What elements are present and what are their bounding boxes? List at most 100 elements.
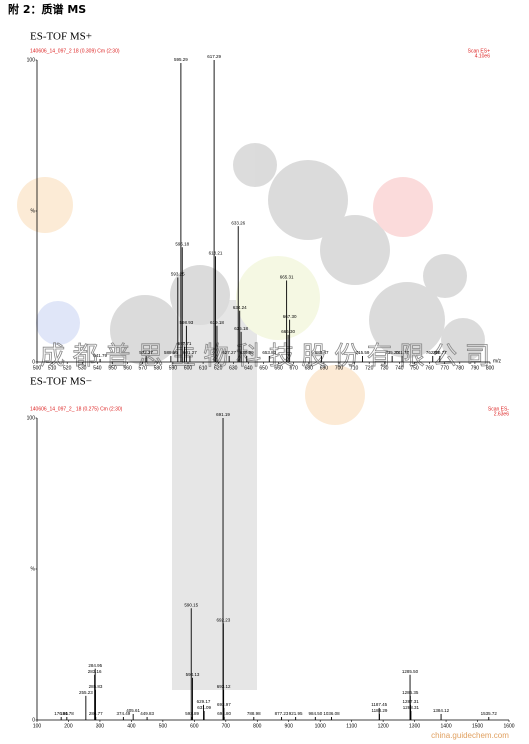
x-tick-label: 640 [244,365,253,371]
x-tick-label: 780 [456,365,465,371]
y-tick-label: % [31,566,36,572]
x-tick-label: 900 [285,723,294,729]
peak-label: 631.09 [197,705,211,710]
peak-label: 1187.45 [371,702,387,707]
x-tick-label: 300 [96,723,105,729]
peak-label: 1286.35 [402,690,419,695]
peak-label: 1285.50 [402,669,419,674]
logo-dot [170,265,230,325]
peak-label: 374.49 [116,711,130,716]
peak-label: 1535.72 [481,711,498,716]
peak-label: 597.71 [178,341,192,346]
peak-label: 598.93 [180,320,194,325]
y-tick-label: 0 [32,359,35,365]
peak-label: 588.66 [164,350,178,355]
peak-label: 638.89 [240,350,254,355]
peak-label: 593.25 [171,272,185,277]
x-tick-label: 750 [410,365,419,371]
logo-dot [441,318,485,362]
peak-label: 735.20 [385,350,399,355]
peak-label: 691.19 [216,412,230,417]
peak-label: 665.31 [280,275,294,280]
logo-dot [110,295,180,365]
logo-dot [236,256,320,340]
x-tick-label: 510 [48,365,57,371]
peak-label: 595.29 [174,57,188,62]
peak-label: 617.29 [207,54,221,59]
peak-label: 1188.29 [371,708,387,713]
peak-label: 627.27 [222,350,236,355]
scan-mode: Scan ES+ [468,48,490,54]
peak-label: 285.83 [89,684,103,689]
logo-dot [423,254,467,298]
x-tick-label: 600 [190,723,199,729]
run-info: 140606_14_097_2_ 18 (0.275) Cm (2:30) [30,406,123,412]
peak-label: 194.78 [60,711,74,716]
y-tick-label: % [31,208,36,214]
x-tick-label: 400 [127,723,136,729]
x-tick-label: 600 [184,365,193,371]
x-tick-label: 690 [320,365,329,371]
x-tick-label: 710 [350,365,359,371]
intensity: 2.63e6 [494,411,510,417]
x-tick-label: 500 [33,365,42,371]
x-tick-label: 740 [395,365,404,371]
x-tick-label: 580 [154,365,163,371]
peak-label: 692.23 [216,618,230,623]
peak-label: 694.80 [217,711,231,716]
peak-label: 741.77 [395,350,409,355]
intensity: 4.10e6 [475,53,491,59]
run-info: 140606_14_097_2 18 (0.309) Cm (2:30) [30,48,120,54]
x-tick-label: 540 [93,365,102,371]
x-tick-label: 100 [33,723,42,729]
peak-label: 449.83 [140,711,154,716]
chart-title: ES-TOF MS− [30,376,92,388]
x-axis-label: m/z [493,358,502,364]
peak-label: 984.50 [308,711,322,716]
x-tick-label: 200 [64,723,73,729]
peak-label: 596.18 [175,241,189,246]
x-tick-label: 520 [63,365,72,371]
peak-label: 1036.08 [323,711,340,716]
peak-label: 788.98 [247,711,261,716]
peak-label: 921.95 [289,711,303,716]
peak-label: 653.83 [262,350,276,355]
logo-dot [17,177,73,233]
peak-label: 1288.31 [403,705,420,710]
peak-label: 590.15 [184,602,198,607]
y-tick-label: 100 [27,415,36,421]
peak-label: 635.18 [234,326,248,331]
peak-label: 688.47 [315,350,329,355]
x-tick-label: 1000 [315,723,326,729]
x-tick-label: 660 [274,365,283,371]
y-tick-label: 0 [32,717,35,723]
logo-dot [268,160,348,240]
x-tick-label: 670 [290,365,299,371]
chart-title: ES-TOF MS+ [30,31,92,43]
peak-label: 693.97 [217,702,231,707]
peak-label: 618.21 [209,250,223,255]
peak-label: 877.23 [275,711,289,716]
logo-dot [305,365,365,425]
x-tick-label: 1400 [441,723,452,729]
x-tick-label: 530 [78,365,87,371]
peak-label: 1384.12 [433,708,450,713]
peak-label: 176.85 [54,711,68,716]
logo-dot [373,177,433,237]
x-tick-label: 500 [159,723,168,729]
y-tick-label: 100 [27,57,36,63]
peak-label: 541.79 [93,353,107,358]
x-tick-label: 1500 [472,723,483,729]
peak-label: 715.59 [356,350,370,355]
x-tick-label: 760 [425,365,434,371]
peak-label: 601.27 [183,350,197,355]
scan-mode: Scan ES- [488,406,509,412]
x-tick-label: 1200 [378,723,389,729]
peak-label: 666.30 [281,329,295,334]
peak-label: 405.61 [126,708,140,713]
peak-label: 286.77 [89,711,103,716]
peak-label: 766.77 [433,350,447,355]
x-tick-label: 560 [123,365,132,371]
